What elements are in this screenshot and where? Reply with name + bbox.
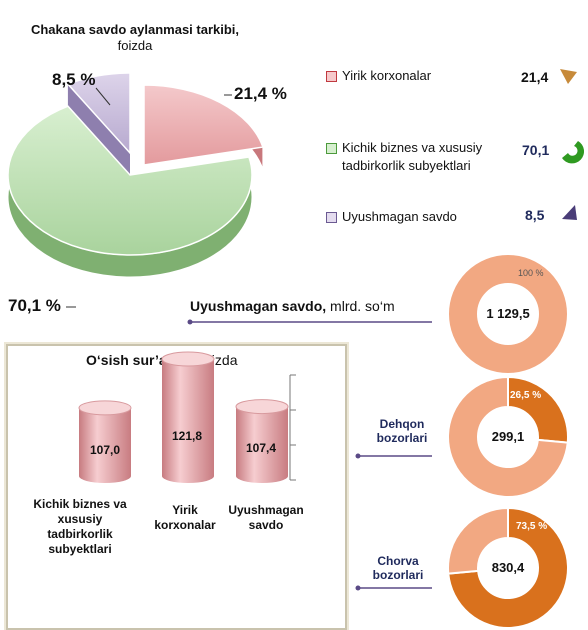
legend-marker-green bbox=[562, 141, 584, 164]
legend-label: Uyushmagan savdo bbox=[342, 209, 457, 224]
pie-slice-uyushmagan bbox=[66, 72, 131, 155]
growth-value-3: 107,4 bbox=[245, 441, 277, 455]
legend-marker-red bbox=[560, 69, 577, 84]
legend-item-yirik: Yirik korxonalar bbox=[326, 67, 506, 85]
growth-label-2: Yirik korxonalar bbox=[154, 503, 216, 532]
donut-caption-2: Dehqon bozorlari bbox=[376, 417, 428, 445]
growth-value-2: 121,8 bbox=[171, 429, 203, 443]
legend-value: 21,4 bbox=[521, 69, 549, 85]
donut-center-2: 299,1 bbox=[491, 429, 525, 444]
pie-label-red: 21,4 % bbox=[234, 84, 287, 103]
pie-slice-uyushmagan-wall bbox=[67, 84, 130, 175]
growth-label-1: Kichik biznes va xususiy tadbirkorlik su… bbox=[33, 497, 127, 556]
growth-cylinder-top-1 bbox=[78, 400, 132, 416]
legend-swatch-purple bbox=[326, 212, 337, 223]
donut-caption-3: Chorva bozorlari bbox=[372, 554, 424, 582]
legend-value: 8,5 bbox=[525, 207, 545, 223]
growth-cylinder-3 bbox=[236, 406, 288, 483]
growth-cylinder-top-3 bbox=[235, 399, 289, 415]
donut-split-dehqon-hole bbox=[478, 407, 538, 467]
growth-cylinder-2 bbox=[162, 359, 214, 483]
donut-pct-1: 100 % bbox=[518, 268, 544, 278]
donut-total-hole bbox=[478, 284, 538, 344]
pie-title: Chakana savdo aylanmasi tarkibi, foizda bbox=[30, 22, 240, 54]
donut-split-chorva-hole bbox=[478, 538, 538, 598]
pie-slice-kichik bbox=[7, 105, 253, 256]
uyushmagan-title: Uyushmagan savdo, mlrd. so‘m bbox=[190, 298, 395, 314]
legend-label: Kichik biznes va xususiy tadbirkorlik su… bbox=[342, 140, 483, 173]
legend-item-uyushmagan: Uyushmagan savdo bbox=[326, 208, 506, 226]
pie-chart bbox=[7, 72, 264, 278]
legend-swatch-green bbox=[326, 143, 337, 154]
pie-title-bold: Chakana savdo aylanmasi tarkibi, bbox=[30, 22, 240, 37]
donut-center-3: 830,4 bbox=[491, 560, 525, 575]
growth-value-1: 107,0 bbox=[89, 443, 121, 457]
donut-pct-2: 26,5 % bbox=[510, 390, 542, 401]
pie-title-unit: foizda bbox=[117, 38, 153, 53]
legend-swatch-red bbox=[326, 71, 337, 82]
growth-cylinder-top-2 bbox=[161, 351, 215, 367]
uyushmagan-title-bold: Uyushmagan savdo, bbox=[190, 298, 327, 314]
donut-center-1: 1 129,5 bbox=[486, 306, 530, 321]
legend-marker-purple bbox=[562, 205, 577, 220]
growth-cylinder-1 bbox=[79, 407, 131, 483]
legend-item-kichik: Kichik biznes va xususiy tadbirkorlik su… bbox=[326, 139, 522, 175]
pie-label-green: 70,1 % bbox=[8, 296, 61, 315]
uyushmagan-title-unit: mlrd. so‘m bbox=[330, 298, 395, 314]
pie-slice-yirik bbox=[143, 84, 264, 166]
growth-label-3: Uyushmagan savdo bbox=[228, 503, 304, 532]
pie-label-purple: 8,5 % bbox=[52, 70, 96, 89]
donut-pct-3: 73,5 % bbox=[516, 521, 548, 532]
legend-label: Yirik korxonalar bbox=[342, 68, 432, 83]
legend-value: 70,1 bbox=[522, 142, 550, 158]
pie-leader-lines bbox=[66, 87, 232, 308]
